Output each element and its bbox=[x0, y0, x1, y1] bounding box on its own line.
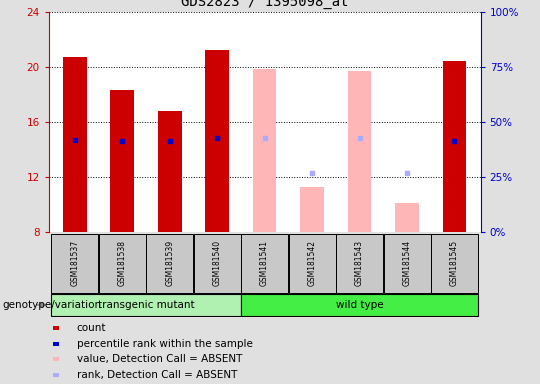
Text: GSM181540: GSM181540 bbox=[213, 240, 221, 286]
Bar bbox=[253, 70, 276, 232]
Text: transgenic mutant: transgenic mutant bbox=[98, 300, 194, 310]
Text: GSM181542: GSM181542 bbox=[308, 240, 316, 286]
Bar bbox=[431, 233, 478, 293]
Bar bbox=[53, 342, 59, 346]
Bar bbox=[53, 326, 59, 330]
Text: GSM181545: GSM181545 bbox=[450, 240, 459, 286]
Text: GSM181537: GSM181537 bbox=[70, 240, 79, 286]
Bar bbox=[99, 233, 146, 293]
Title: GDS2823 / 1395098_at: GDS2823 / 1395098_at bbox=[181, 0, 348, 9]
Bar bbox=[53, 372, 59, 377]
Text: percentile rank within the sample: percentile rank within the sample bbox=[77, 339, 253, 349]
Bar bbox=[51, 233, 98, 293]
Bar bbox=[63, 57, 86, 232]
Text: rank, Detection Call = ABSENT: rank, Detection Call = ABSENT bbox=[77, 369, 237, 380]
Bar bbox=[300, 187, 324, 232]
Text: genotype/variation: genotype/variation bbox=[3, 300, 102, 310]
Bar bbox=[336, 233, 383, 293]
Text: GSM181539: GSM181539 bbox=[165, 240, 174, 286]
Bar bbox=[158, 111, 181, 232]
Bar bbox=[146, 233, 193, 293]
Text: count: count bbox=[77, 323, 106, 333]
Bar bbox=[241, 233, 288, 293]
Text: GSM181543: GSM181543 bbox=[355, 240, 364, 286]
Bar bbox=[205, 50, 229, 232]
Text: wild type: wild type bbox=[336, 300, 383, 310]
Bar bbox=[51, 294, 241, 316]
Bar bbox=[348, 71, 372, 232]
Text: GSM181541: GSM181541 bbox=[260, 240, 269, 286]
Bar bbox=[241, 294, 478, 316]
Bar bbox=[383, 233, 430, 293]
Bar bbox=[395, 204, 419, 232]
Text: value, Detection Call = ABSENT: value, Detection Call = ABSENT bbox=[77, 354, 242, 364]
Text: GSM181538: GSM181538 bbox=[118, 240, 127, 286]
Bar bbox=[288, 233, 335, 293]
Bar bbox=[194, 233, 241, 293]
Bar bbox=[110, 90, 134, 232]
Text: GSM181544: GSM181544 bbox=[402, 240, 411, 286]
Bar bbox=[443, 61, 467, 232]
Bar bbox=[53, 357, 59, 361]
